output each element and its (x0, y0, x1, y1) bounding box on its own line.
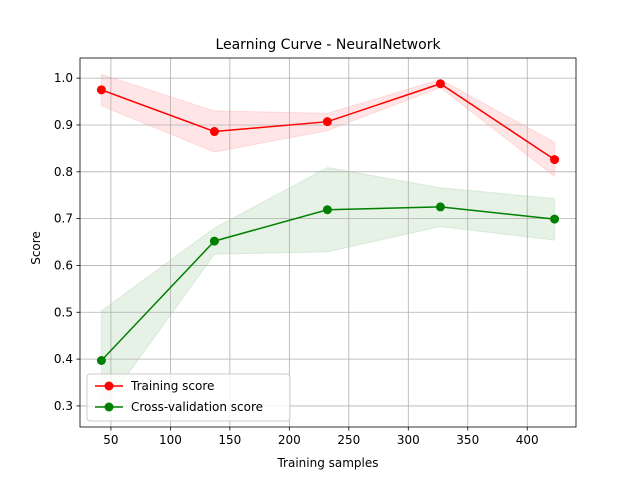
legend-marker-0 (104, 381, 114, 391)
series-lines (96, 79, 560, 366)
series-1-point-0 (96, 356, 106, 366)
y-tick-label-5: 0.8 (54, 165, 73, 179)
axes (79, 57, 577, 428)
series-1-point-3 (435, 202, 445, 212)
series-0-point-2 (322, 117, 332, 127)
series-0-point-3 (435, 79, 445, 89)
y-tick-label-7: 1.0 (54, 71, 73, 85)
legend-label-0: Training score (130, 379, 214, 393)
x-tick-label-4: 250 (337, 433, 360, 447)
x-tick-label-0: 50 (103, 433, 118, 447)
legend: Training score Cross-validation score (86, 373, 291, 422)
series-0-point-4 (550, 155, 560, 165)
legend-marker-1 (104, 402, 114, 412)
tick-labels: 50 100 150 200 250 300 350 400 0.3 0.4 0.5 0.6 0.7 0.… (54, 71, 539, 447)
y-tick-label-4: 0.7 (54, 212, 73, 226)
x-axis-label: Training samples (276, 456, 378, 470)
series-1-point-4 (550, 214, 560, 224)
x-tick-label-5: 300 (397, 433, 420, 447)
y-axis-label: Score (29, 231, 43, 265)
legend-box (86, 373, 291, 422)
x-tick-label-6: 350 (456, 433, 479, 447)
x-tick-label-1: 100 (159, 433, 182, 447)
y-tick-label-6: 0.9 (54, 118, 73, 132)
series-1-point-1 (209, 236, 219, 246)
y-tick-label-2: 0.5 (54, 305, 73, 319)
y-tick-label-3: 0.6 (54, 258, 73, 272)
series-0-point-0 (96, 85, 106, 95)
x-tick-label-7: 400 (516, 433, 539, 447)
plot-frame (79, 57, 577, 428)
chart-title: Learning Curve - NeuralNetwork (215, 37, 441, 53)
x-tick-label-3: 200 (278, 433, 301, 447)
legend-label-1: Cross-validation score (131, 400, 263, 414)
series-0-point-1 (209, 127, 219, 137)
y-tick-label-1: 0.4 (54, 352, 73, 366)
y-tick-label-0: 0.3 (54, 399, 73, 413)
series-1-point-2 (322, 205, 332, 215)
x-tick-label-2: 150 (218, 433, 241, 447)
